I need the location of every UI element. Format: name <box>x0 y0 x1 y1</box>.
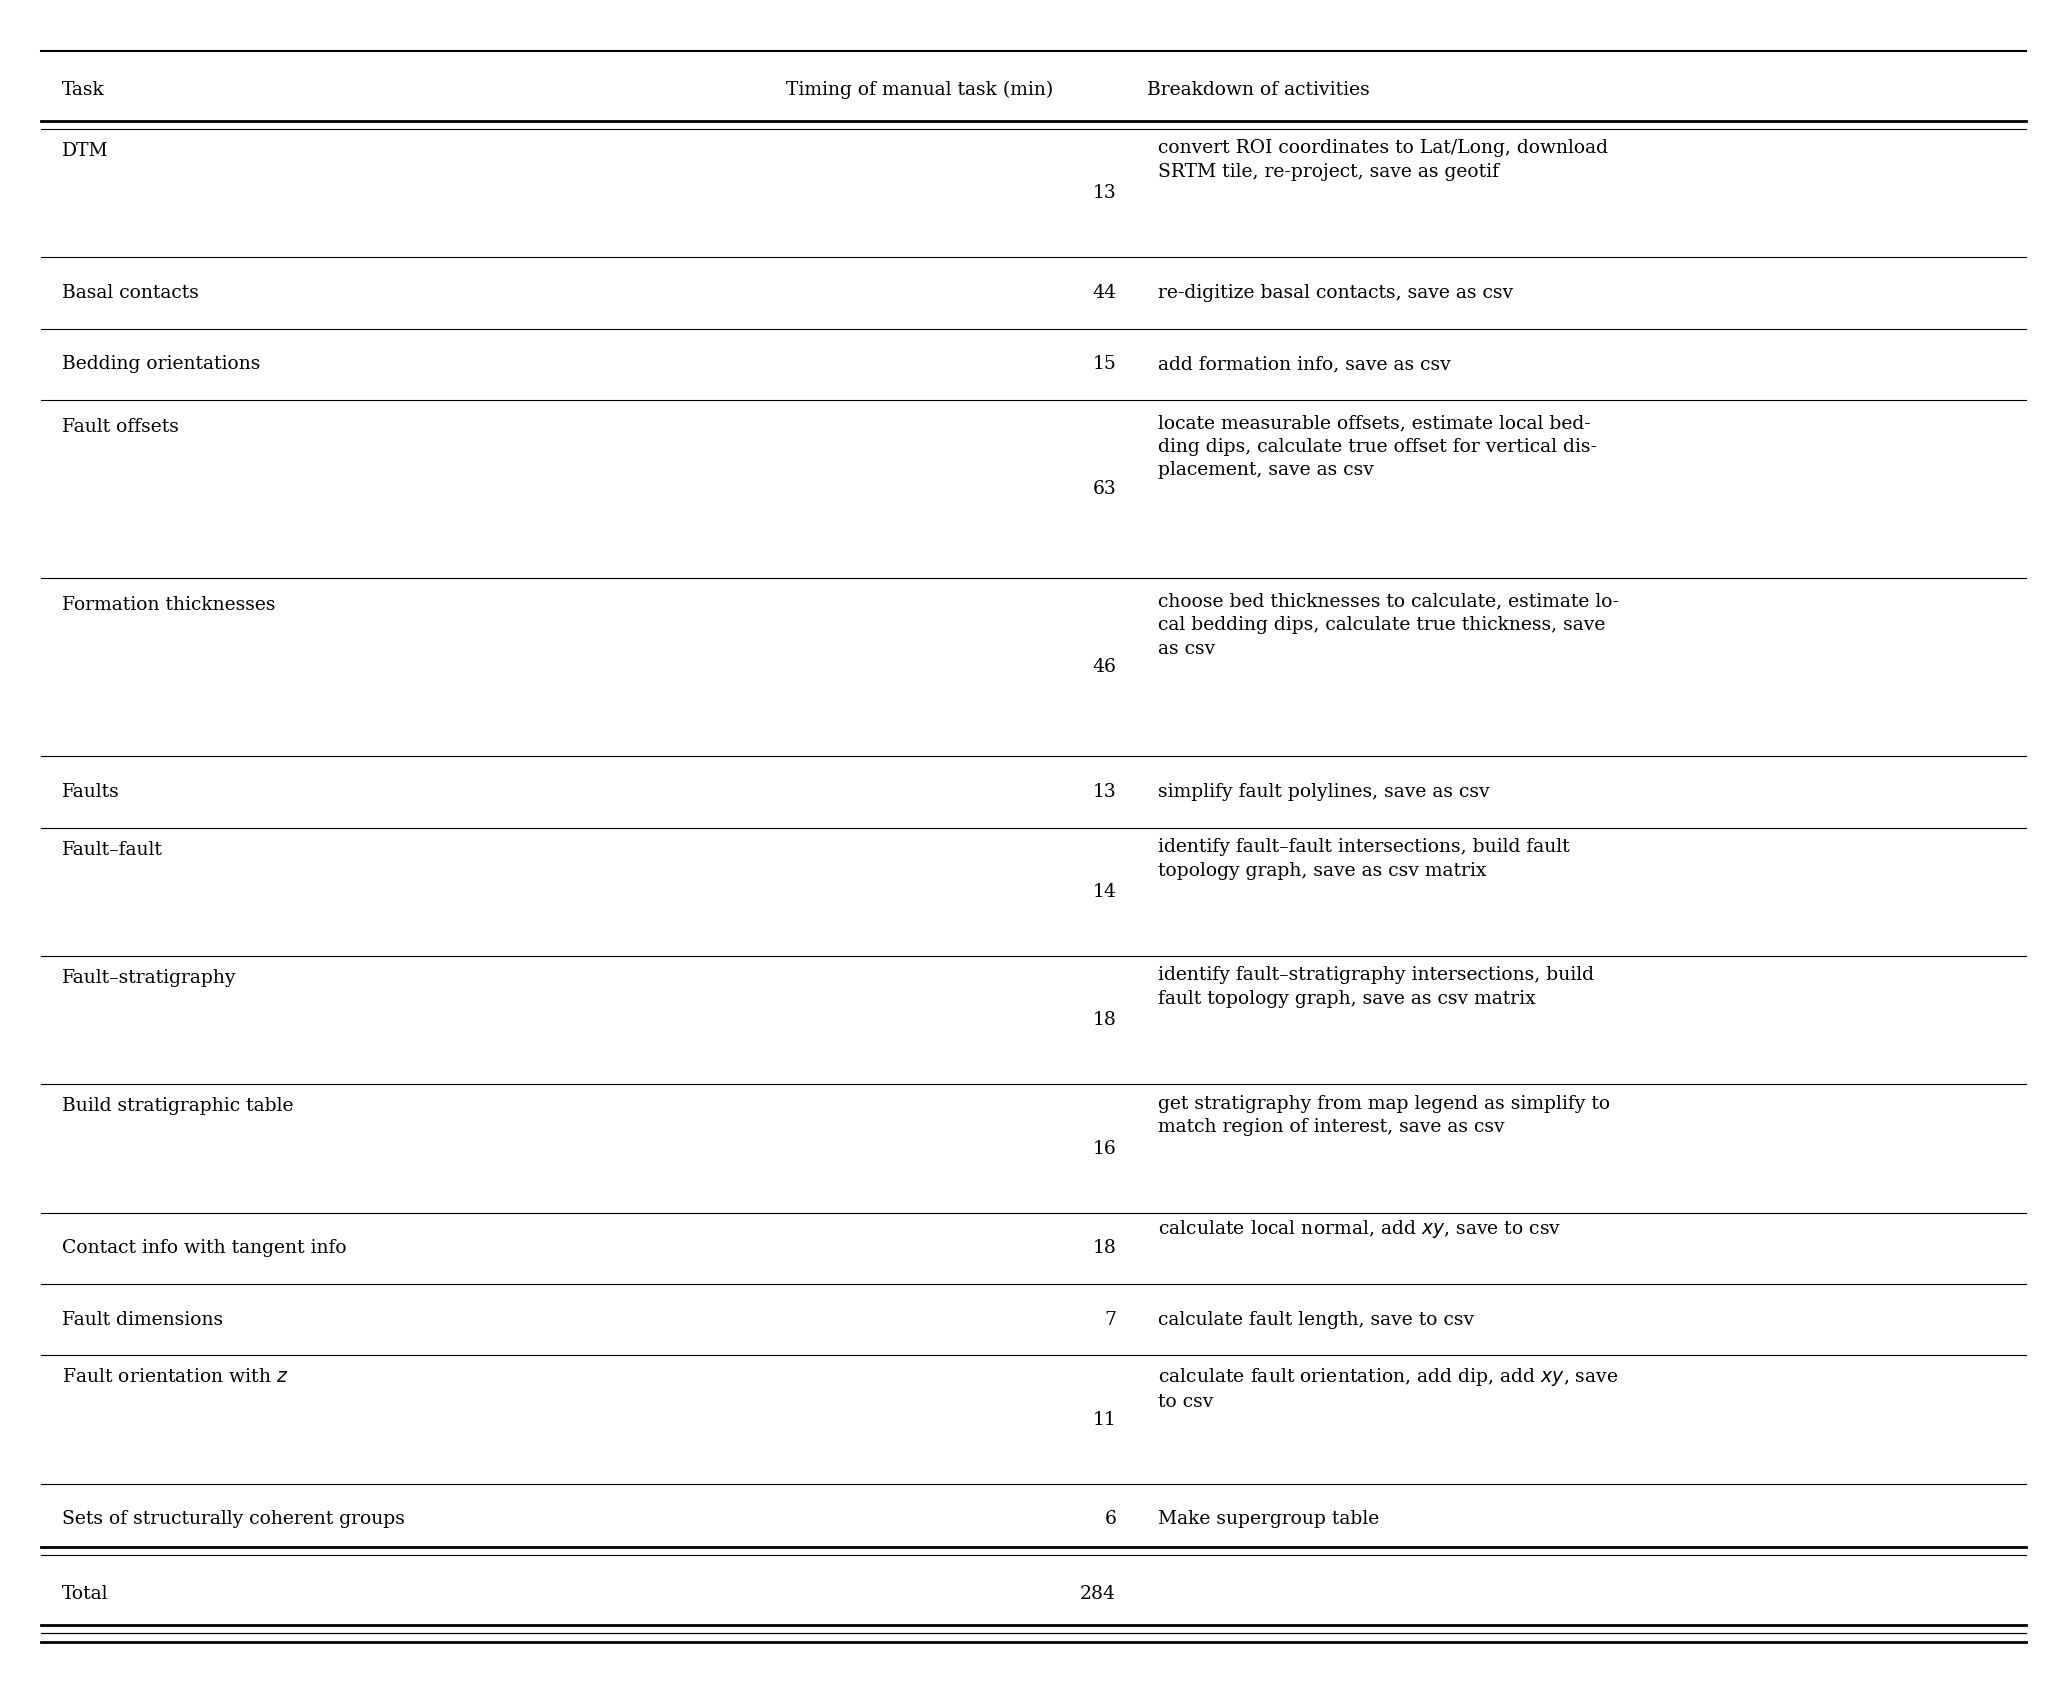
Text: 44: 44 <box>1091 285 1116 301</box>
Text: 6: 6 <box>1104 1511 1116 1529</box>
Text: add formation info, save as csv: add formation info, save as csv <box>1158 355 1451 374</box>
Text: locate measurable offsets, estimate local bed-
ding dips, calculate true offset : locate measurable offsets, estimate loca… <box>1158 414 1596 480</box>
Text: 63: 63 <box>1093 480 1116 498</box>
Text: Fault offsets: Fault offsets <box>62 418 180 436</box>
Text: 15: 15 <box>1091 355 1116 374</box>
Text: choose bed thicknesses to calculate, estimate lo-
cal bedding dips, calculate tr: choose bed thicknesses to calculate, est… <box>1158 593 1618 658</box>
Text: Fault orientation with $z$: Fault orientation with $z$ <box>62 1367 289 1386</box>
Text: calculate fault orientation, add dip, add $xy$, save
to csv: calculate fault orientation, add dip, ad… <box>1158 1366 1618 1411</box>
Text: 11: 11 <box>1093 1411 1116 1428</box>
Text: Fault–stratigraphy: Fault–stratigraphy <box>62 968 236 987</box>
Text: 16: 16 <box>1093 1140 1116 1157</box>
Text: 46: 46 <box>1091 658 1116 677</box>
Text: Timing of manual task (min): Timing of manual task (min) <box>785 81 1054 99</box>
Text: 7: 7 <box>1104 1310 1116 1329</box>
Text: Fault–fault: Fault–fault <box>62 840 163 859</box>
Text: Bedding orientations: Bedding orientations <box>62 355 260 374</box>
Text: Make supergroup table: Make supergroup table <box>1158 1511 1379 1529</box>
Text: Total: Total <box>62 1585 107 1603</box>
Text: Fault dimensions: Fault dimensions <box>62 1310 223 1329</box>
Text: simplify fault polylines, save as csv: simplify fault polylines, save as csv <box>1158 783 1488 802</box>
Text: 13: 13 <box>1093 184 1116 202</box>
Text: 13: 13 <box>1093 783 1116 802</box>
Text: 18: 18 <box>1091 1239 1116 1258</box>
Text: get stratigraphy from map legend as simplify to
match region of interest, save a: get stratigraphy from map legend as simp… <box>1158 1095 1610 1137</box>
Text: 14: 14 <box>1091 882 1116 901</box>
Text: 284: 284 <box>1081 1585 1116 1603</box>
Text: Build stratigraphic table: Build stratigraphic table <box>62 1098 294 1115</box>
Text: calculate local normal, add $xy$, save to csv: calculate local normal, add $xy$, save t… <box>1158 1219 1561 1241</box>
Text: Basal contacts: Basal contacts <box>62 285 198 301</box>
Text: identify fault–stratigraphy intersections, build
fault topology graph, save as c: identify fault–stratigraphy intersection… <box>1158 967 1594 1009</box>
Text: identify fault–fault intersections, build fault
topology graph, save as csv matr: identify fault–fault intersections, buil… <box>1158 839 1569 879</box>
Text: DTM: DTM <box>62 141 110 160</box>
Text: Formation thicknesses: Formation thicknesses <box>62 596 275 615</box>
Text: Breakdown of activities: Breakdown of activities <box>1147 81 1370 99</box>
Text: convert ROI coordinates to Lat/Long, download
SRTM tile, re-project, save as geo: convert ROI coordinates to Lat/Long, dow… <box>1158 140 1608 180</box>
Text: Faults: Faults <box>62 783 120 802</box>
Text: re-digitize basal contacts, save as csv: re-digitize basal contacts, save as csv <box>1158 285 1513 301</box>
Text: calculate fault length, save to csv: calculate fault length, save to csv <box>1158 1310 1474 1329</box>
Text: Task: Task <box>62 81 105 99</box>
Text: Contact info with tangent info: Contact info with tangent info <box>62 1239 347 1258</box>
Text: Sets of structurally coherent groups: Sets of structurally coherent groups <box>62 1511 405 1529</box>
Text: 18: 18 <box>1091 1012 1116 1029</box>
